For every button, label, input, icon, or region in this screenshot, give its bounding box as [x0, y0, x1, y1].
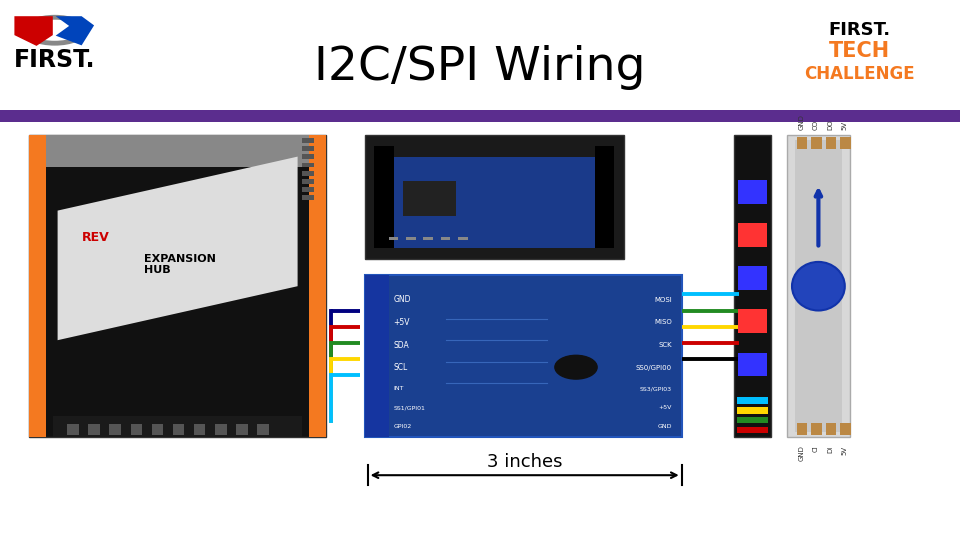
- Bar: [29, 135, 46, 437]
- Bar: [29, 135, 326, 437]
- Text: SCK: SCK: [659, 342, 672, 348]
- Bar: [236, 424, 248, 435]
- Ellipse shape: [792, 262, 845, 310]
- Bar: [173, 424, 184, 435]
- Bar: [257, 424, 269, 435]
- Bar: [302, 195, 314, 200]
- Text: FIRST.: FIRST.: [828, 21, 890, 39]
- Text: EXPANSION
HUB: EXPANSION HUB: [144, 254, 216, 275]
- Text: REV: REV: [82, 231, 109, 244]
- Bar: [795, 140, 842, 432]
- Bar: [737, 427, 768, 433]
- Text: SS1/GPI01: SS1/GPI01: [394, 405, 425, 410]
- Text: TECH: TECH: [828, 41, 890, 62]
- Text: MOSI: MOSI: [655, 296, 672, 303]
- Text: CO: CO: [813, 119, 819, 130]
- Bar: [374, 146, 394, 248]
- Bar: [374, 157, 614, 248]
- Bar: [302, 138, 314, 143]
- Bar: [738, 266, 767, 290]
- Bar: [826, 423, 836, 435]
- Bar: [302, 171, 314, 176]
- Bar: [423, 237, 433, 240]
- Bar: [738, 353, 767, 376]
- Bar: [302, 163, 314, 167]
- Bar: [0, 110, 960, 122]
- Text: 5V: 5V: [842, 120, 848, 130]
- Text: +5V: +5V: [394, 318, 410, 327]
- Polygon shape: [56, 16, 94, 45]
- Bar: [840, 137, 851, 148]
- Bar: [309, 135, 326, 437]
- Bar: [738, 180, 767, 204]
- Bar: [458, 237, 468, 240]
- Text: SCL: SCL: [394, 363, 408, 372]
- Text: MISO: MISO: [655, 319, 672, 326]
- Circle shape: [555, 355, 597, 379]
- Bar: [88, 424, 100, 435]
- Bar: [365, 275, 682, 437]
- Polygon shape: [14, 16, 53, 46]
- Text: GPI02: GPI02: [394, 424, 412, 429]
- Bar: [738, 223, 767, 247]
- Text: +5V: +5V: [659, 405, 672, 410]
- Bar: [738, 309, 767, 333]
- Text: SS0/GPI00: SS0/GPI00: [636, 364, 672, 371]
- Bar: [152, 424, 163, 435]
- Bar: [811, 423, 822, 435]
- Text: I2C/SPI Wiring: I2C/SPI Wiring: [314, 45, 646, 90]
- Bar: [797, 137, 807, 148]
- Bar: [302, 179, 314, 184]
- Text: CI: CI: [813, 446, 819, 453]
- Bar: [811, 137, 822, 148]
- Bar: [46, 135, 309, 167]
- Text: DO: DO: [828, 119, 833, 130]
- Bar: [406, 237, 416, 240]
- Bar: [302, 146, 314, 151]
- Text: SDA: SDA: [394, 341, 409, 349]
- Text: INT: INT: [394, 386, 404, 391]
- Text: GND: GND: [799, 446, 804, 461]
- Bar: [737, 397, 768, 404]
- Bar: [302, 154, 314, 159]
- Bar: [403, 181, 456, 216]
- Text: DI: DI: [828, 446, 833, 453]
- Bar: [787, 135, 850, 437]
- Bar: [215, 424, 227, 435]
- Bar: [797, 423, 807, 435]
- Text: GND: GND: [799, 114, 804, 130]
- Text: GND: GND: [658, 424, 672, 429]
- Bar: [365, 135, 624, 259]
- Text: GND: GND: [394, 295, 411, 304]
- Bar: [365, 275, 389, 437]
- Bar: [840, 423, 851, 435]
- Bar: [441, 237, 450, 240]
- Bar: [109, 424, 121, 435]
- Bar: [734, 135, 771, 437]
- Polygon shape: [58, 157, 298, 340]
- Bar: [194, 424, 205, 435]
- Text: CHALLENGE: CHALLENGE: [804, 65, 915, 83]
- Bar: [302, 187, 314, 192]
- Text: 3 inches: 3 inches: [488, 453, 563, 471]
- Bar: [737, 407, 768, 414]
- Bar: [737, 417, 768, 423]
- Bar: [131, 424, 142, 435]
- Bar: [67, 424, 79, 435]
- Bar: [53, 416, 302, 437]
- Bar: [389, 237, 398, 240]
- Bar: [826, 137, 836, 148]
- Text: FIRST.: FIRST.: [14, 49, 95, 72]
- Bar: [595, 146, 614, 248]
- Text: 5V: 5V: [842, 446, 848, 455]
- Text: SS3/GPI03: SS3/GPI03: [640, 386, 672, 391]
